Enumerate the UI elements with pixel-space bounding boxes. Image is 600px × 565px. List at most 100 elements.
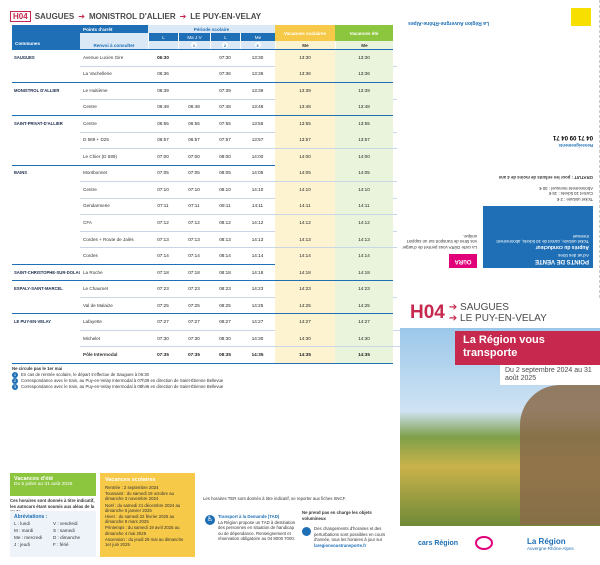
- holiday-tint: [275, 82, 335, 99]
- departure-time: 08:00: [219, 153, 231, 159]
- abbreviation: L : lundi: [14, 521, 30, 526]
- stop: Pôle Intermodal: [83, 352, 118, 358]
- departure-time: 14:13: [358, 236, 370, 242]
- note-text: Correspondance avec le train, au Puy-en-…: [21, 383, 224, 389]
- departure-time: 06:57: [188, 137, 200, 143]
- table-bottom-border: [12, 363, 393, 364]
- cover-origin-text: SAUGUES: [460, 302, 509, 313]
- departure-time: 14:18: [299, 269, 311, 275]
- departure-time: 14:00: [358, 153, 370, 159]
- holiday-tint: [275, 148, 335, 165]
- holiday-tint: [335, 231, 393, 248]
- row-separator: [80, 346, 461, 348]
- departure-time: 08:14: [219, 253, 231, 259]
- school-holidays-box: Vacances scolaires Rentrée : 2 septembre…: [100, 473, 195, 557]
- row-separator: [80, 98, 461, 100]
- departure-time: 08:30: [219, 335, 231, 341]
- stop: Centre: [83, 120, 97, 126]
- cover-validity: Du 2 septembre 2024 au 31 août 2025: [500, 365, 600, 385]
- departure-time: 14:10: [251, 186, 264, 192]
- departure-time: 07:10: [188, 186, 200, 192]
- departure-time: 14:35: [299, 352, 311, 358]
- departure-time: 13:30: [299, 54, 311, 60]
- stop: Lafayette: [83, 319, 102, 325]
- departure-time: 14:14: [251, 253, 264, 259]
- holiday-period: Noël : du samedi 21 décembre 2024 au dim…: [105, 502, 181, 513]
- row-separator: [80, 65, 461, 67]
- sales-title: POINTS DE VENTE: [534, 258, 589, 264]
- abbreviations-title: Abréviations :: [14, 514, 48, 520]
- departure-time: 14:35: [358, 352, 370, 358]
- school-holidays-title: Vacances scolaires: [105, 477, 156, 483]
- holiday-tint: [335, 214, 393, 231]
- holiday-tint: [335, 264, 393, 281]
- day-header: Me: [275, 41, 335, 49]
- departure-time: 07:35: [157, 352, 169, 358]
- commune: LE PUY-EN-VELAY: [14, 319, 52, 325]
- departure-time: 13:39: [251, 87, 264, 93]
- departure-time: 07:12: [157, 220, 169, 225]
- cover-route: ➔ SAUGUES ➔ LE PUY-EN-VELAY: [449, 302, 547, 324]
- stop: La Roche: [83, 269, 103, 275]
- departure-time: 14:05: [299, 170, 311, 176]
- tad-block: Transport à la Demande (TAD) La Région p…: [218, 514, 296, 542]
- departure-time: 14:25: [358, 302, 370, 308]
- holiday-tint: [275, 346, 335, 363]
- departure-time: 14:25: [299, 302, 311, 308]
- website[interactable]: laregionvoustransporte.fr: [314, 542, 367, 548]
- departure-time: 06:57: [157, 137, 169, 143]
- stop: Montbonnet: [83, 170, 108, 176]
- departure-time: 13:57: [299, 137, 311, 143]
- departure-time: 08:13: [219, 236, 231, 242]
- departure-time: 13:55: [358, 120, 370, 126]
- departure-time: 14:11: [358, 203, 370, 209]
- note-number: 1: [12, 371, 18, 378]
- departure-time: 07:05: [188, 170, 200, 176]
- group-separator: [12, 164, 393, 166]
- row-separator: [80, 230, 461, 232]
- ticket-price: Abonnement mensuel : 30 €: [539, 185, 593, 191]
- departure-time: 14:10: [358, 186, 370, 192]
- departure-time: 07:36: [219, 71, 231, 77]
- note: 2 Correspondance avec le train, au Puy-en…: [12, 377, 252, 384]
- notes-list: 1 En cas de rentrée scolaire, le départ s…: [12, 371, 252, 390]
- note: 3 Correspondance avec le train, au Puy-en…: [12, 383, 252, 390]
- departure-time: 14:27: [358, 319, 370, 325]
- notes-header: Renvoi à consulter: [80, 41, 148, 49]
- holiday-tint: [335, 66, 393, 83]
- departure-time: 14:12: [251, 220, 264, 225]
- ticket-price: Carnet 10 tickets : 15 €: [548, 191, 593, 197]
- departure-time: 08:25: [219, 302, 231, 308]
- row-separator: [80, 131, 461, 133]
- departure-time: 14:12: [299, 220, 311, 225]
- row-separator: [80, 329, 461, 331]
- school-holidays-list: Rentrée : 2 septembre 2024 Toussaint : du…: [105, 485, 190, 547]
- renvoi: 2: [222, 42, 228, 48]
- departure-time: 13:30: [251, 54, 264, 60]
- row-separator: [80, 214, 461, 216]
- departure-time: 07:25: [157, 302, 169, 308]
- holiday-period: Rentrée : 2 septembre 2024: [105, 485, 159, 490]
- contact-title: Renseignements: [558, 143, 593, 148]
- cover-title: H04 ➔ SAUGUES ➔ LE PUY-EN-VELAY: [410, 298, 595, 328]
- cover-origin: ➔ SAUGUES: [448, 302, 509, 313]
- departure-time: 14:13: [299, 236, 311, 242]
- departure-time: 07:12: [188, 220, 200, 225]
- departure-time: 07:10: [157, 186, 169, 192]
- driver-title: Auprès du conducteur: [535, 244, 589, 250]
- holiday-tint: [335, 247, 393, 264]
- abbreviation: F : férié: [53, 542, 69, 547]
- departure-time: 06:48: [157, 104, 169, 110]
- renvoi: 3: [254, 42, 261, 48]
- departure-time: 14:30: [358, 335, 370, 341]
- departure-time: 13:36: [251, 71, 264, 77]
- departure-time: 07:39: [219, 87, 231, 93]
- departure-time: 07:23: [188, 286, 200, 292]
- stop: Le Huitième: [83, 87, 108, 93]
- abbreviation: M : mardi: [14, 528, 34, 533]
- departure-time: 07:14: [188, 253, 200, 259]
- departure-time: 14:23: [358, 286, 370, 292]
- via: MONISTROL D'ALLIER: [88, 12, 176, 21]
- renvoi: 1: [191, 42, 197, 48]
- holiday-tint: [335, 99, 393, 116]
